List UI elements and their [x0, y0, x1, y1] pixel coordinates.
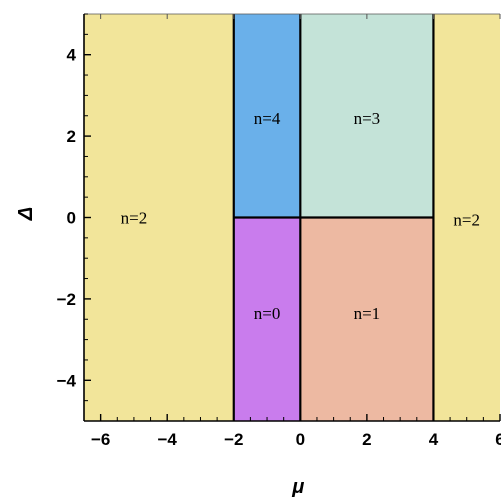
- region-label-n-0-3: n=0: [254, 304, 281, 323]
- region-label-n-2-5: n=2: [453, 211, 480, 230]
- region-label-n-1-4: n=1: [354, 304, 381, 323]
- region-label-n-2-0: n=2: [121, 209, 148, 228]
- y-tick-label--2: −2: [57, 290, 76, 309]
- x-tick-label--4: −4: [158, 430, 178, 449]
- y-tick-label-4: 4: [67, 46, 77, 65]
- boundaries-layer: [232, 14, 435, 421]
- region-n-2-5: [433, 14, 500, 421]
- x-tick-label--6: −6: [91, 430, 110, 449]
- region-n-0-3: [233, 217, 301, 421]
- x-tick-label-2: 2: [362, 430, 371, 449]
- region-label-n-4-1: n=4: [254, 109, 281, 128]
- y-tick-label-0: 0: [67, 209, 76, 228]
- region-n-1-4: [300, 217, 434, 421]
- y-axis-label: Δ: [15, 207, 37, 221]
- regions-layer: [84, 14, 500, 421]
- region-n-4-1: [233, 14, 301, 218]
- y-tick-label--4: −4: [57, 371, 77, 390]
- region-label-n-3-2: n=3: [354, 109, 381, 128]
- region-n-2-0: [84, 14, 234, 421]
- x-axis-label: μ: [291, 476, 304, 498]
- region-n-3-2: [300, 14, 434, 218]
- labels-layer: n=2 n=4 n=3 n=0 n=1 n=2: [121, 109, 480, 323]
- axes-layer: −6 −4 −2 0 2 4 6 −4 −2 0 2 4: [57, 13, 501, 449]
- x-tick-label-4: 4: [429, 430, 439, 449]
- y-tick-label-2: 2: [67, 127, 76, 146]
- x-tick-label-6: 6: [495, 430, 501, 449]
- x-tick-label--2: −2: [224, 430, 243, 449]
- x-tick-label-0: 0: [296, 430, 305, 449]
